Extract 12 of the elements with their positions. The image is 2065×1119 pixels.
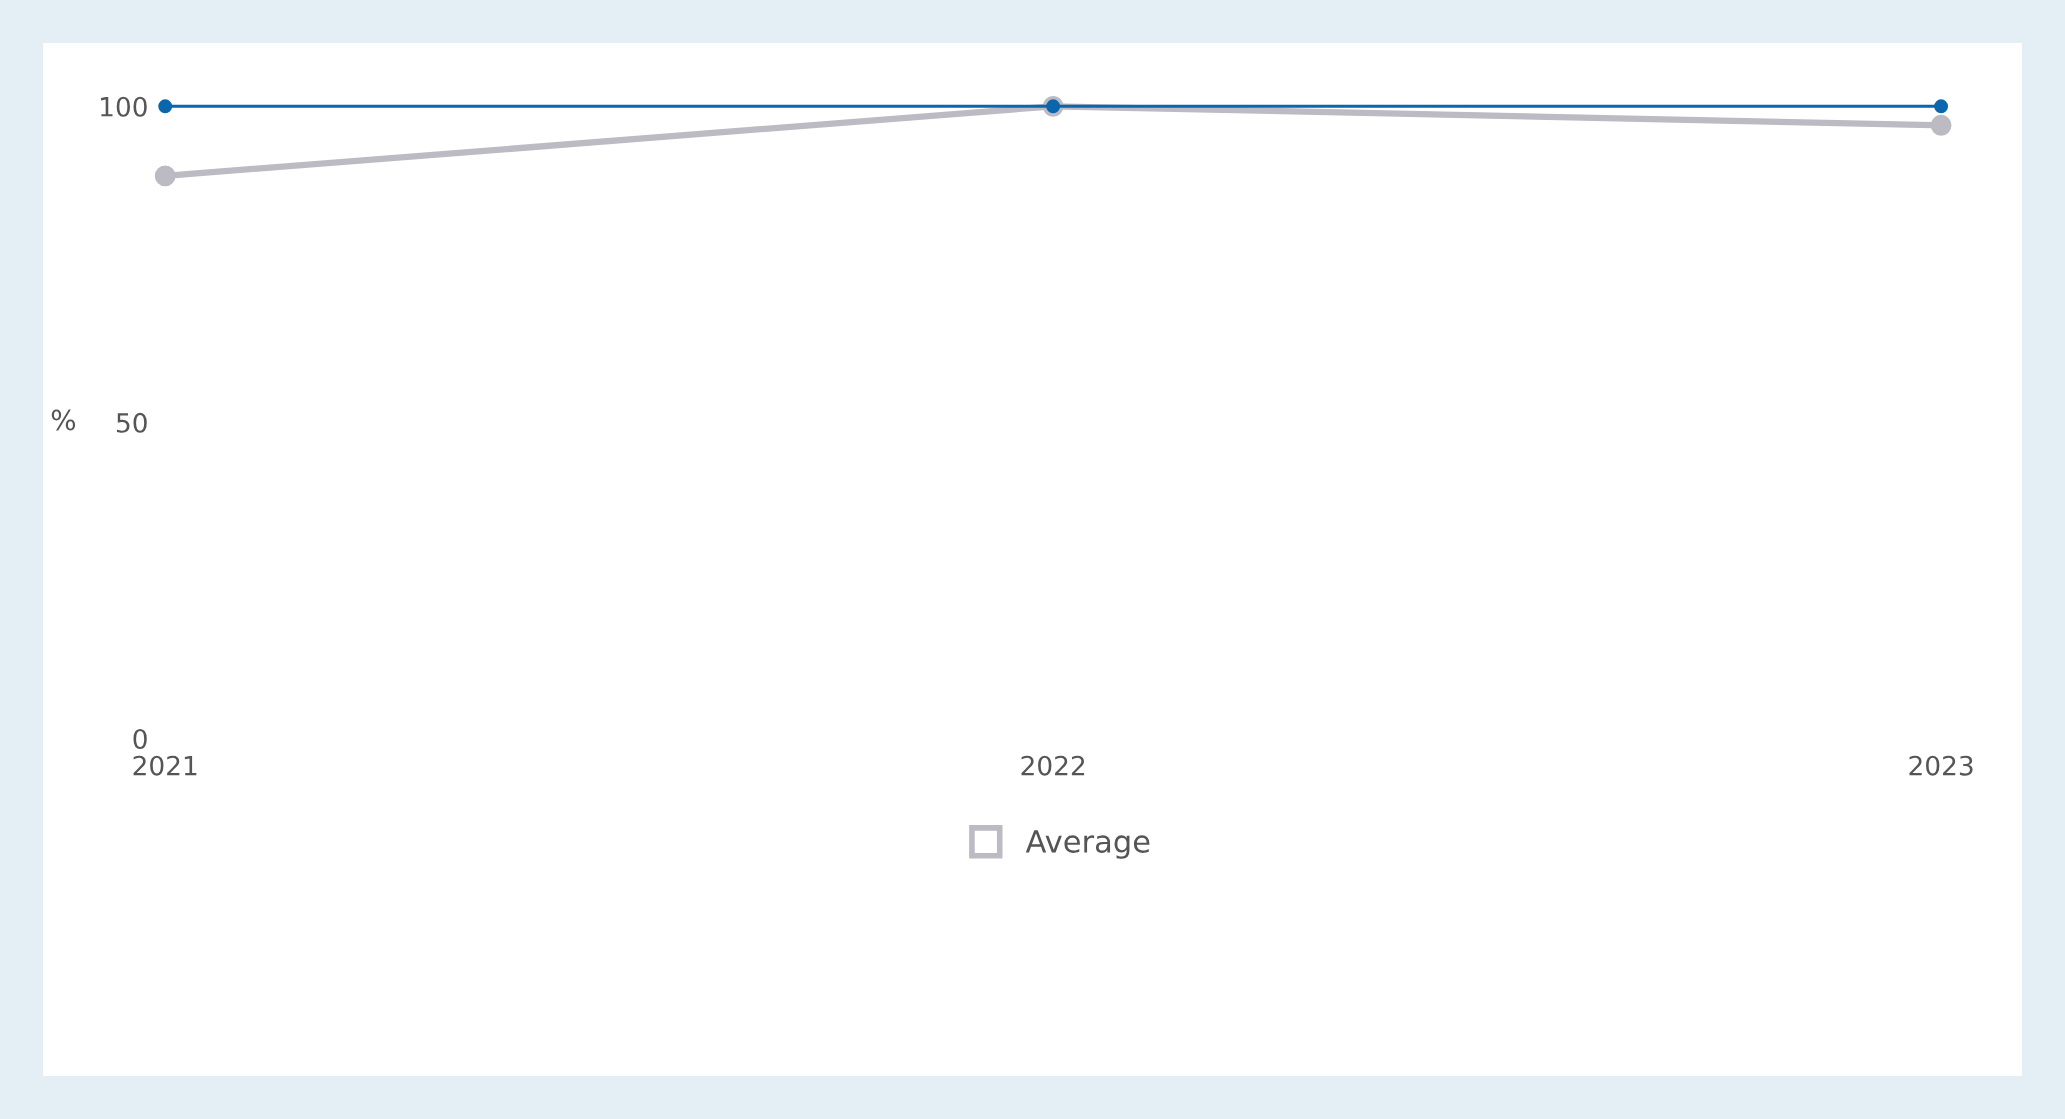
y-axis-title: % — [51, 409, 76, 431]
point — [154, 165, 176, 187]
y-tick-label: 100 — [101, 96, 147, 117]
y-tick-label: 50 — [116, 412, 147, 433]
y-tick-label: 0 — [133, 728, 147, 749]
point — [1930, 114, 1952, 136]
point — [1934, 99, 1949, 114]
x-tick-label: 2023 — [1909, 755, 1973, 776]
legend-label: Average — [1025, 830, 1150, 859]
x-tick-label: 2021 — [133, 755, 197, 776]
x-tick-label: 2022 — [1021, 755, 1085, 776]
point — [158, 99, 173, 114]
